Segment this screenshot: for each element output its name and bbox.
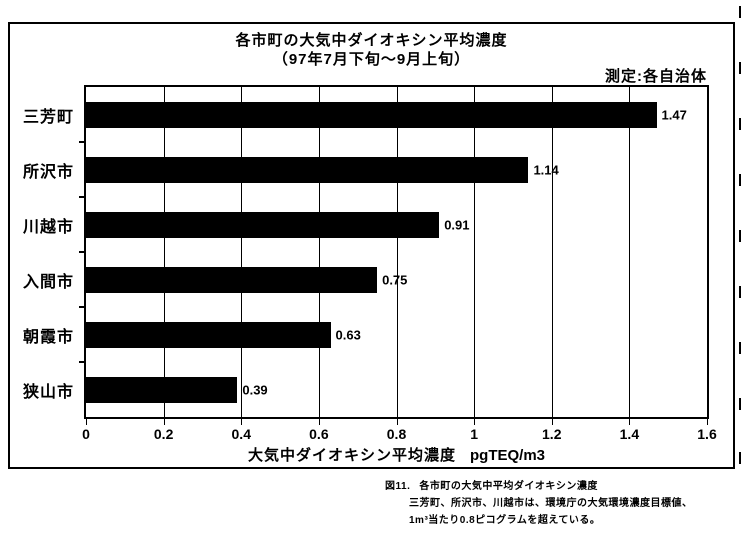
gridline	[318, 87, 320, 417]
figure-caption: 図11. 各市町の大気中平均ダイオキシン濃度 三芳町、所沢市、川越市は、環境庁の大…	[385, 478, 693, 529]
bar-value-label: 1.14	[533, 162, 559, 177]
y-axis-labels: 三芳町所沢市川越市入間市朝霞市狭山市	[10, 87, 78, 417]
gridline	[241, 87, 243, 417]
x-axis-tick-mark	[629, 419, 631, 425]
x-axis-tick-label: 0.8	[386, 426, 407, 442]
category-label-川越市: 川越市	[22, 218, 74, 236]
x-axis-tick-label: 0.4	[231, 426, 251, 442]
x-axis-tick-mark	[86, 419, 87, 425]
x-axis-tick-mark	[396, 419, 398, 425]
gridline	[551, 87, 553, 417]
bar-川越市	[86, 211, 440, 238]
category-label-狭山市: 狭山市	[22, 383, 74, 401]
category-label-入間市: 入間市	[22, 273, 74, 291]
gridline	[396, 87, 398, 417]
category-label-所沢市: 所沢市	[22, 163, 74, 181]
figure-number: 図11.	[385, 481, 411, 492]
x-axis-tick-label: 0	[82, 426, 90, 442]
gridline	[474, 87, 476, 417]
caption-line: 図11. 各市町の大気中平均ダイオキシン濃度	[385, 478, 693, 495]
scan-artifact	[739, 6, 741, 18]
x-axis-tick-mark	[707, 419, 708, 425]
bar-三芳町	[86, 101, 657, 128]
y-axis-tick-mark	[79, 141, 84, 143]
gridline	[163, 87, 165, 417]
y-axis-tick-mark	[79, 196, 84, 198]
category-label-朝霞市: 朝霞市	[22, 328, 74, 346]
caption-text: 各市町の大気中平均ダイオキシン濃度	[419, 481, 598, 492]
plot-area: 1.47 1.14 0.91 0.75 0.63 0.39	[84, 85, 709, 419]
chart-subtitle: （97年7月下旬～9月上旬）	[272, 51, 471, 68]
x-axis-unit: pgTEQ/m3	[470, 447, 546, 464]
bar-朝霞市	[86, 321, 331, 348]
caption-line: 1m³当たり0.8ピコグラムを超えている。	[409, 515, 601, 526]
y-axis-tick-mark	[79, 361, 84, 363]
bar-value-label: 1.47	[661, 107, 687, 122]
y-axis-tick-mark	[79, 306, 84, 308]
x-axis-tick-label: 0.2	[153, 426, 174, 442]
measurement-source-note: 測定:各自治体	[605, 68, 707, 85]
scan-artifact	[739, 452, 741, 464]
scan-artifact	[739, 118, 741, 130]
x-axis-tick-label: 0.6	[309, 426, 329, 442]
x-axis-tick-label: 1.6	[697, 426, 717, 442]
bar-value-label: 0.75	[382, 272, 408, 287]
x-axis-tick-mark	[474, 419, 476, 425]
bar-狭山市	[86, 376, 238, 403]
x-axis-tick-label: 1.4	[619, 426, 640, 442]
scan-artifact	[739, 398, 741, 410]
y-axis-tick-mark	[79, 251, 84, 253]
bar-所沢市	[86, 156, 529, 183]
x-axis-tick-mark	[318, 419, 320, 425]
x-axis-tick-mark	[163, 419, 165, 425]
x-axis-tick-label: 1.2	[542, 426, 562, 442]
x-axis-tick-label: 1	[470, 426, 479, 442]
x-axis-tick-mark	[551, 419, 553, 425]
bar-value-label: 0.91	[444, 217, 470, 232]
x-axis-title: 大気中ダイオキシン平均濃度 pgTEQ/m3	[84, 444, 709, 465]
chart-frame: 各市町の大気中ダイオキシン平均濃度 （97年7月下旬～9月上旬） 測定:各自治体…	[8, 22, 735, 469]
category-label-三芳町: 三芳町	[22, 108, 74, 126]
bar-value-label: 0.63	[335, 327, 361, 342]
scan-artifact	[739, 342, 741, 354]
x-axis-tick-mark	[241, 419, 243, 425]
gridline	[629, 87, 631, 417]
bar-value-label: 0.39	[242, 382, 268, 397]
x-axis-label: 大気中ダイオキシン平均濃度	[247, 447, 456, 464]
x-axis-tick-labels: 0 0.2 0.4 0.6 0.8 1 1.2 1.4 1.6	[82, 426, 717, 444]
x-axis-tick-marks	[86, 419, 708, 425]
scan-artifact	[739, 286, 741, 298]
scan-artifact	[739, 230, 741, 242]
chart-title: 各市町の大気中ダイオキシン平均濃度	[235, 32, 508, 49]
caption-line: 三芳町、所沢市、川越市は、環境庁の大気環境濃度目標値、	[409, 498, 693, 509]
scan-artifact	[739, 62, 741, 74]
scan-artifact	[739, 174, 741, 186]
bar-入間市	[86, 266, 378, 293]
